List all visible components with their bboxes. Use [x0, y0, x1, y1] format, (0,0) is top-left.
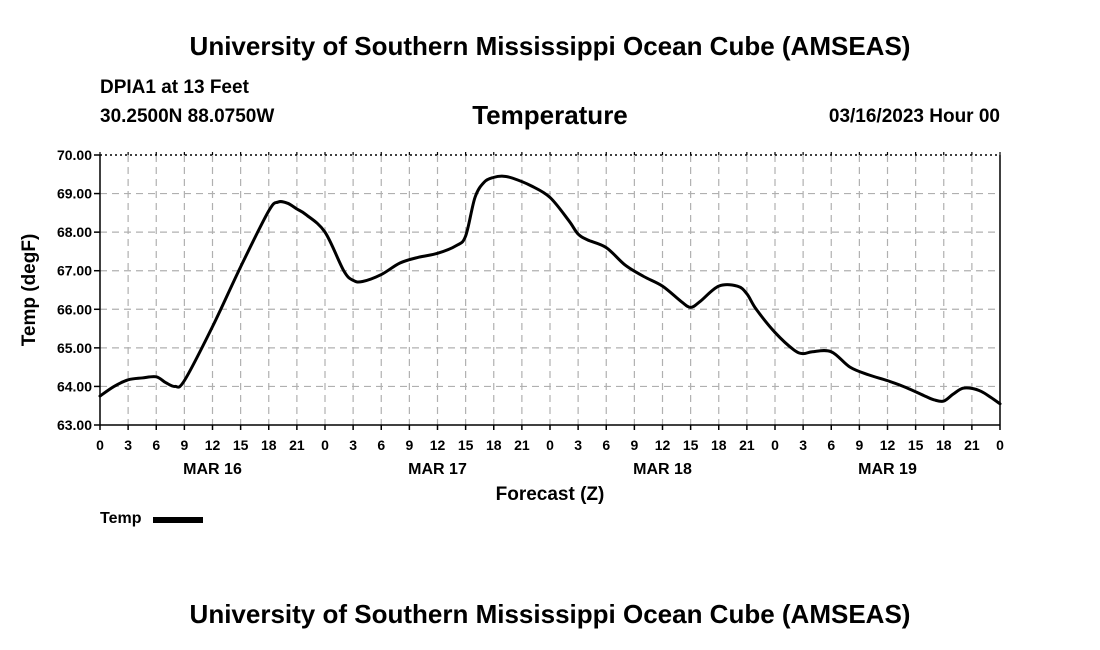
x-tick-label: 15 — [908, 437, 924, 453]
y-tick-label: 63.00 — [57, 417, 92, 433]
x-tick-label: 21 — [289, 437, 305, 453]
x-tick-label: 12 — [655, 437, 671, 453]
y-tick-label: 65.00 — [57, 340, 92, 356]
footer-title: University of Southern Mississippi Ocean… — [189, 599, 911, 629]
x-tick-label: 6 — [152, 437, 160, 453]
x-tick-label: 12 — [880, 437, 896, 453]
coordinates-label: 30.2500N 88.0750W — [100, 106, 275, 127]
x-tick-label: 9 — [180, 437, 188, 453]
x-tick-label: 15 — [683, 437, 699, 453]
x-tick-label: 3 — [349, 437, 357, 453]
x-tick-label: 9 — [855, 437, 863, 453]
x-tick-label: 9 — [630, 437, 638, 453]
x-tick-label: 21 — [964, 437, 980, 453]
y-axis-title: Temp (degF) — [19, 234, 40, 347]
x-tick-label: 18 — [936, 437, 952, 453]
x-tick-label: 0 — [321, 437, 329, 453]
x-tick-label: 15 — [233, 437, 249, 453]
y-tick-label: 67.00 — [57, 263, 92, 279]
y-tick-label: 69.00 — [57, 186, 92, 202]
y-tick-labels: 63.00 64.00 65.00 66.00 67.00 68.00 69.00 70.00 — [57, 147, 92, 433]
x-tick-label: 3 — [799, 437, 807, 453]
x-tick-label: 21 — [739, 437, 755, 453]
x-tick-label: 6 — [377, 437, 385, 453]
x-tick-label: 21 — [514, 437, 530, 453]
chart-title: Temperature — [472, 100, 628, 130]
x-tick-label: 18 — [486, 437, 502, 453]
station-label: DPIA1 at 13 Feet — [100, 77, 249, 98]
x-tick-label: 0 — [546, 437, 554, 453]
x-tick-label: 3 — [124, 437, 132, 453]
x-tick-label: 18 — [261, 437, 277, 453]
temp-series-line — [98, 174, 1002, 406]
forecast-datetime: 03/16/2023 Hour 00 — [828, 106, 1000, 127]
day-label: MAR 16 — [183, 461, 242, 478]
day-labels: MAR 16 MAR 17 MAR 18 MAR 19 — [183, 461, 917, 478]
series-layer — [98, 174, 1002, 406]
x-tick-label: 12 — [205, 437, 221, 453]
grid-lines — [100, 155, 1000, 425]
y-tick-label: 70.00 — [57, 147, 92, 163]
legend: Temp — [100, 510, 204, 528]
x-tick-labels: 0 3 6 9 12 15 18 21 0 3 6 9 12 15 18 21 0 3 6 9 12 15 18 21 0 3 6 9… — [96, 437, 1004, 453]
legend-swatch — [153, 517, 204, 523]
legend-label: Temp — [100, 510, 142, 527]
x-tick-label: 0 — [996, 437, 1004, 453]
x-tick-label: 6 — [827, 437, 835, 453]
x-tick-label: 18 — [711, 437, 727, 453]
day-label: MAR 19 — [858, 461, 917, 478]
x-tick-label: 0 — [771, 437, 779, 453]
day-label: MAR 17 — [408, 461, 467, 478]
y-tick-label: 68.00 — [57, 224, 92, 240]
x-tick-label: 9 — [405, 437, 413, 453]
day-label: MAR 18 — [633, 461, 692, 478]
x-tick-label: 0 — [96, 437, 104, 453]
x-tick-label: 12 — [430, 437, 446, 453]
x-tick-label: 6 — [602, 437, 610, 453]
axes — [94, 152, 1001, 430]
x-tick-label: 15 — [458, 437, 474, 453]
main-title: University of Southern Mississippi Ocean… — [189, 31, 911, 61]
x-axis-title: Forecast (Z) — [496, 484, 605, 505]
y-tick-label: 66.00 — [57, 301, 92, 317]
x-tick-label: 3 — [574, 437, 582, 453]
y-tick-label: 64.00 — [57, 378, 92, 394]
